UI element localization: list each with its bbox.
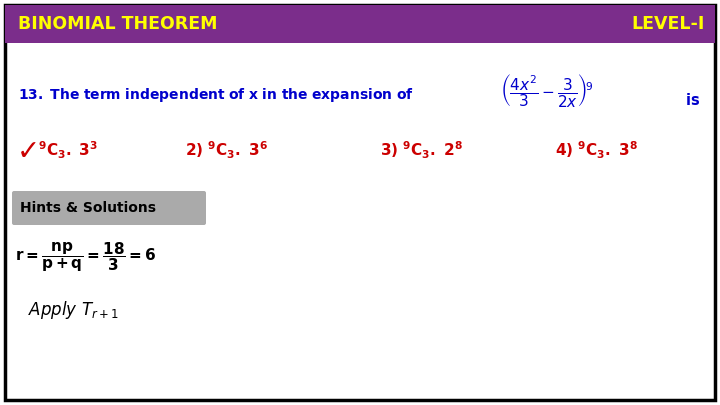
Text: BINOMIAL THEOREM: BINOMIAL THEOREM — [18, 15, 217, 33]
Text: $\mathbf{2)\ {}^9C_3.\ 3^6}$: $\mathbf{2)\ {}^9C_3.\ 3^6}$ — [185, 139, 268, 161]
Text: LEVEL-I: LEVEL-I — [631, 15, 705, 33]
Text: Hints & Solutions: Hints & Solutions — [20, 201, 156, 215]
Text: $\mathbf{r = \dfrac{np}{p+q}=\dfrac{18}{3} = 6}$: $\mathbf{r = \dfrac{np}{p+q}=\dfrac{18}{… — [15, 240, 156, 274]
Text: $\mathit{Apply}\ \mathit{T}_{r+1}$: $\mathit{Apply}\ \mathit{T}_{r+1}$ — [28, 299, 119, 321]
Text: $\left(\dfrac{4x^2}{3} - \dfrac{3}{2x}\right)^{\!9}$: $\left(\dfrac{4x^2}{3} - \dfrac{3}{2x}\r… — [500, 72, 594, 109]
Text: $\checkmark$: $\checkmark$ — [16, 136, 37, 164]
Bar — [5, 5, 715, 43]
FancyBboxPatch shape — [12, 191, 206, 225]
Text: $\mathbf{4)\ {}^9C_3.\ 3^8}$: $\mathbf{4)\ {}^9C_3.\ 3^8}$ — [555, 139, 638, 161]
Text: $\mathbf{{}^9C_3.\ 3^3}$: $\mathbf{{}^9C_3.\ 3^3}$ — [38, 139, 98, 161]
Text: $\mathbf{13.\ The\ term\ independent\ of\ x\ in\ the\ expansion\ of}$: $\mathbf{13.\ The\ term\ independent\ of… — [18, 86, 414, 104]
Text: $\mathbf{3)\ {}^9C_3.\ 2^8}$: $\mathbf{3)\ {}^9C_3.\ 2^8}$ — [380, 139, 463, 161]
Text: $\mathbf{is}$: $\mathbf{is}$ — [685, 92, 700, 108]
